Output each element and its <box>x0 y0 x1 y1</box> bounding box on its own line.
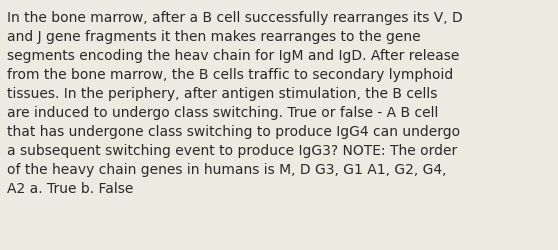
Text: In the bone marrow, after a B cell successfully rearranges its V, D
and J gene f: In the bone marrow, after a B cell succe… <box>7 11 463 195</box>
